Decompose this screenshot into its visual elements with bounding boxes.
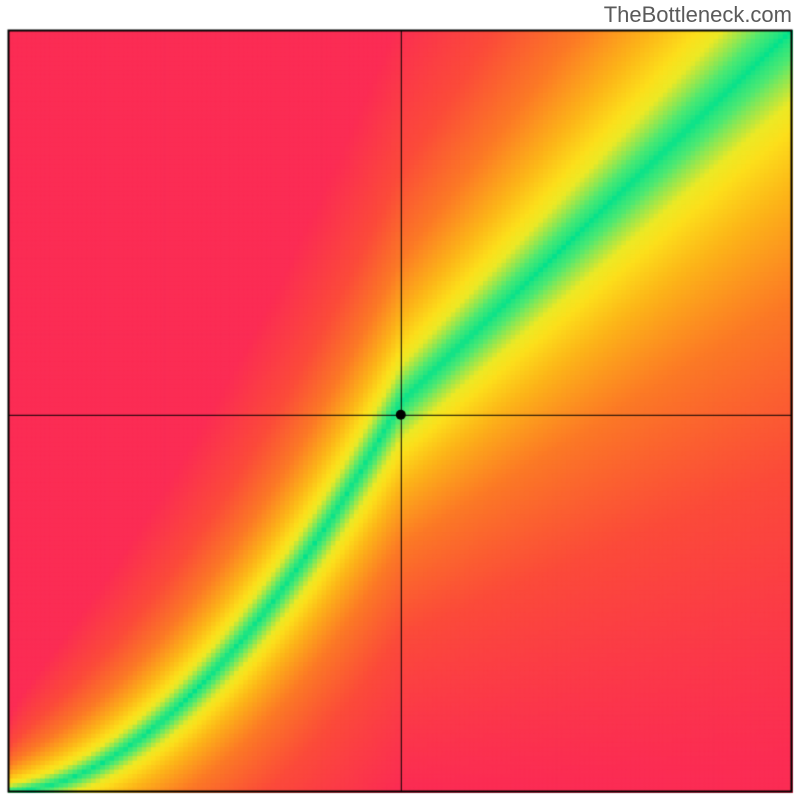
bottleneck-heatmap bbox=[0, 0, 800, 800]
watermark-text: TheBottleneck.com bbox=[604, 2, 792, 28]
